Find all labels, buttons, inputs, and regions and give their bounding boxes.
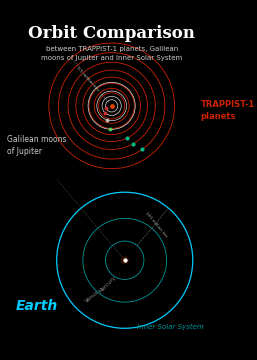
Circle shape [121, 257, 128, 264]
Text: Orbit Comparison: Orbit Comparison [28, 25, 195, 42]
Text: Inner Solar System: Inner Solar System [137, 324, 204, 330]
Text: Earth: Earth [16, 300, 58, 314]
Text: Venus: Venus [84, 289, 100, 304]
Text: Galilean moons
of Jupiter: Galilean moons of Jupiter [7, 135, 67, 156]
Text: Mercury: Mercury [98, 275, 117, 294]
Text: 0.1 million km: 0.1 million km [75, 66, 99, 91]
Text: TRAPPIST-1
planets: TRAPPIST-1 planets [201, 100, 255, 121]
Text: 100 million km: 100 million km [144, 211, 168, 238]
Text: between TRAPPIST-1 planets, Galilean
moons of Jupiter and inner Solar System: between TRAPPIST-1 planets, Galilean moo… [41, 46, 182, 61]
